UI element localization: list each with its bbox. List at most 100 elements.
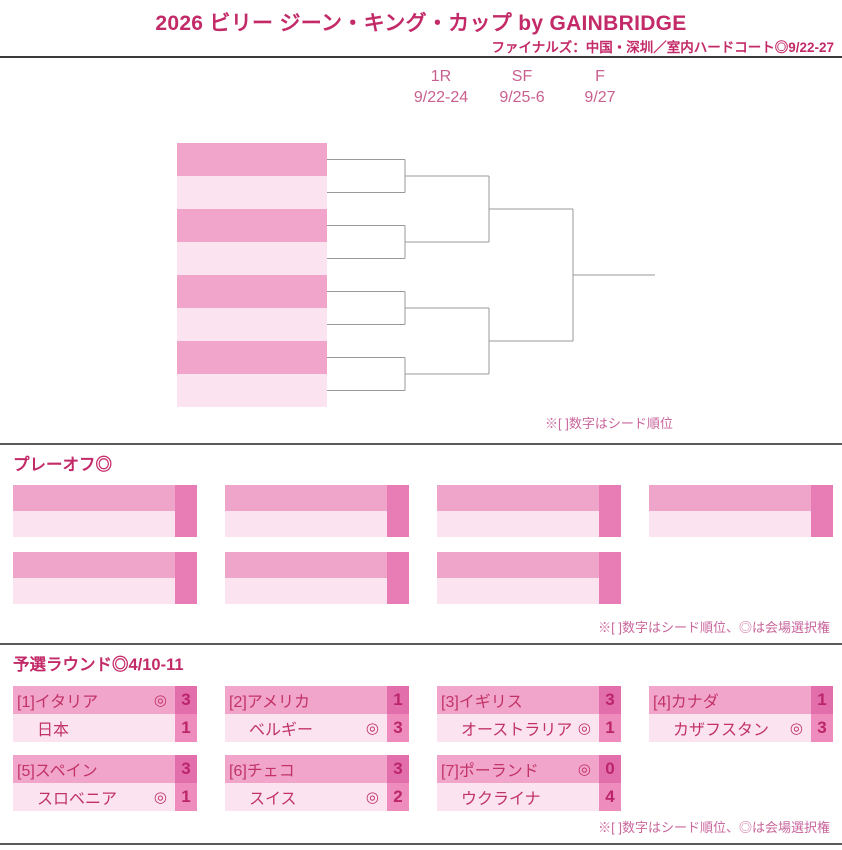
- team-name: カザフスタン: [673, 722, 770, 739]
- seed-venue-note: ※[ ]数字はシード順位、◎は会場選択権: [598, 820, 830, 835]
- playoff-team-slot: [225, 578, 409, 604]
- qualifying-team-row: カザフスタン ◎ 3: [649, 714, 833, 742]
- round-name: SF: [511, 68, 533, 85]
- score-cell: 3: [387, 755, 409, 783]
- playoff-tie-card: [437, 485, 621, 537]
- playoff-team-slot: [225, 485, 409, 511]
- seed-number: [1]: [17, 694, 35, 711]
- bracket-slot: [177, 275, 327, 308]
- bracket-slot: [177, 374, 327, 407]
- qualifying-team-row: [4]カナダ 1: [649, 686, 833, 714]
- qualifying-tie-card: [6]チェコ 3 スイス ◎ 2: [225, 755, 409, 811]
- playoff-tie-card: [437, 552, 621, 604]
- score-strip: [599, 552, 621, 604]
- playoff-tie-card: [13, 485, 197, 537]
- section-divider: [0, 643, 842, 645]
- seed-number: [2]: [229, 694, 247, 711]
- playoff-team-slot: [13, 578, 197, 604]
- team-name: [6]チェコ: [229, 763, 295, 780]
- qualifying-tie-card: [5]スペイン 3 スロベニア ◎ 1: [13, 755, 197, 811]
- playoff-team-slot: [437, 552, 621, 578]
- venue-choice-icon: ◎: [365, 720, 379, 737]
- qualifying-tie-card: [2]アメリカ 1 ベルギー ◎ 3: [225, 686, 409, 742]
- qualifying-heading: 予選ラウンド◎4/10-11: [13, 656, 184, 674]
- score-cell: 4: [599, 783, 621, 811]
- venue-choice-icon: ◎: [365, 789, 379, 806]
- qualifying-team-row: 日本 1: [13, 714, 197, 742]
- qualifying-team-row: スロベニア ◎ 1: [13, 783, 197, 811]
- seed-number: [5]: [17, 763, 35, 780]
- team-name: スロベニア: [37, 791, 118, 808]
- score-strip: [175, 552, 197, 604]
- score-cell: 3: [175, 686, 197, 714]
- score-cell: 1: [175, 714, 197, 742]
- team-name: オーストラリア: [461, 722, 573, 739]
- playoff-team-slot: [649, 485, 833, 511]
- bracket-slot-column: [177, 143, 327, 407]
- team-name: [7]ポーランド: [441, 763, 539, 780]
- score-strip: [175, 485, 197, 537]
- playoff-team-slot: [13, 485, 197, 511]
- round-label-sf: SF 9/25-6: [462, 66, 582, 108]
- seed-number: [7]: [441, 763, 459, 780]
- qualifying-team-row: [2]アメリカ 1: [225, 686, 409, 714]
- playoff-team-slot: [13, 552, 197, 578]
- score-strip: [387, 552, 409, 604]
- bottom-rule: [0, 843, 842, 845]
- bracket-slot: [177, 308, 327, 341]
- score-cell: 3: [175, 755, 197, 783]
- round-name: F: [595, 68, 605, 85]
- team-name: [2]アメリカ: [229, 694, 310, 711]
- playoff-tie-card: [13, 552, 197, 604]
- qualifying-team-row: [1]イタリア ◎ 3: [13, 686, 197, 714]
- bracket-slot: [177, 341, 327, 374]
- playoff-team-slot: [225, 552, 409, 578]
- team-name: [4]カナダ: [653, 694, 719, 711]
- score-cell: 1: [599, 714, 621, 742]
- page-title: 2026 ビリー ジーン・キング・カップ by GAINBRIDGE: [155, 12, 687, 35]
- qualifying-team-row: [7]ポーランド ◎ 0: [437, 755, 621, 783]
- playoff-team-slot: [13, 511, 197, 537]
- venue-choice-icon: ◎: [153, 789, 167, 806]
- qualifying-team-row: スイス ◎ 2: [225, 783, 409, 811]
- qualifying-team-row: [3]イギリス 3: [437, 686, 621, 714]
- score-cell: 0: [599, 755, 621, 783]
- venue-choice-icon: ◎: [577, 720, 591, 737]
- qualifying-tie-card: [1]イタリア ◎ 3 日本 1: [13, 686, 197, 742]
- round-dates: 9/22-24: [413, 89, 469, 106]
- qualifying-team-row: [5]スペイン 3: [13, 755, 197, 783]
- score-cell: 1: [811, 686, 833, 714]
- venue-choice-icon: ◎: [789, 720, 803, 737]
- score-cell: 1: [175, 783, 197, 811]
- score-strip: [599, 485, 621, 537]
- score-strip: [811, 485, 833, 537]
- bracket-slot: [177, 209, 327, 242]
- playoff-team-slot: [437, 578, 621, 604]
- team-name: ベルギー: [249, 722, 314, 739]
- seed-number: [4]: [653, 694, 671, 711]
- header-rule: [0, 56, 842, 58]
- qualifying-team-row: [6]チェコ 3: [225, 755, 409, 783]
- qualifying-tie-card: [3]イギリス 3 オーストラリア ◎ 1: [437, 686, 621, 742]
- round-label-f: F 9/27: [540, 66, 660, 108]
- seed-venue-note: ※[ ]数字はシード順位、◎は会場選択権: [598, 620, 830, 635]
- bracket-slot: [177, 176, 327, 209]
- seed-note: ※[ ]数字はシード順位: [545, 416, 673, 431]
- seed-number: [3]: [441, 694, 459, 711]
- qualifying-tie-card: [7]ポーランド ◎ 0 ウクライナ 4: [437, 755, 621, 811]
- round-dates: 9/25-6: [499, 89, 545, 106]
- bracket-slot: [177, 143, 327, 176]
- playoff-heading: プレーオフ◎: [13, 456, 112, 474]
- score-cell: 1: [387, 686, 409, 714]
- team-name: ウクライナ: [461, 791, 541, 808]
- seed-number: [6]: [229, 763, 247, 780]
- score-strip: [387, 485, 409, 537]
- round-label-1r: 1R 9/22-24: [381, 66, 501, 108]
- playoff-tie-card: [649, 485, 833, 537]
- playoff-tie-card: [225, 552, 409, 604]
- section-divider: [0, 443, 842, 445]
- playoff-team-slot: [225, 511, 409, 537]
- score-cell: 2: [387, 783, 409, 811]
- team-name: [5]スペイン: [17, 763, 98, 780]
